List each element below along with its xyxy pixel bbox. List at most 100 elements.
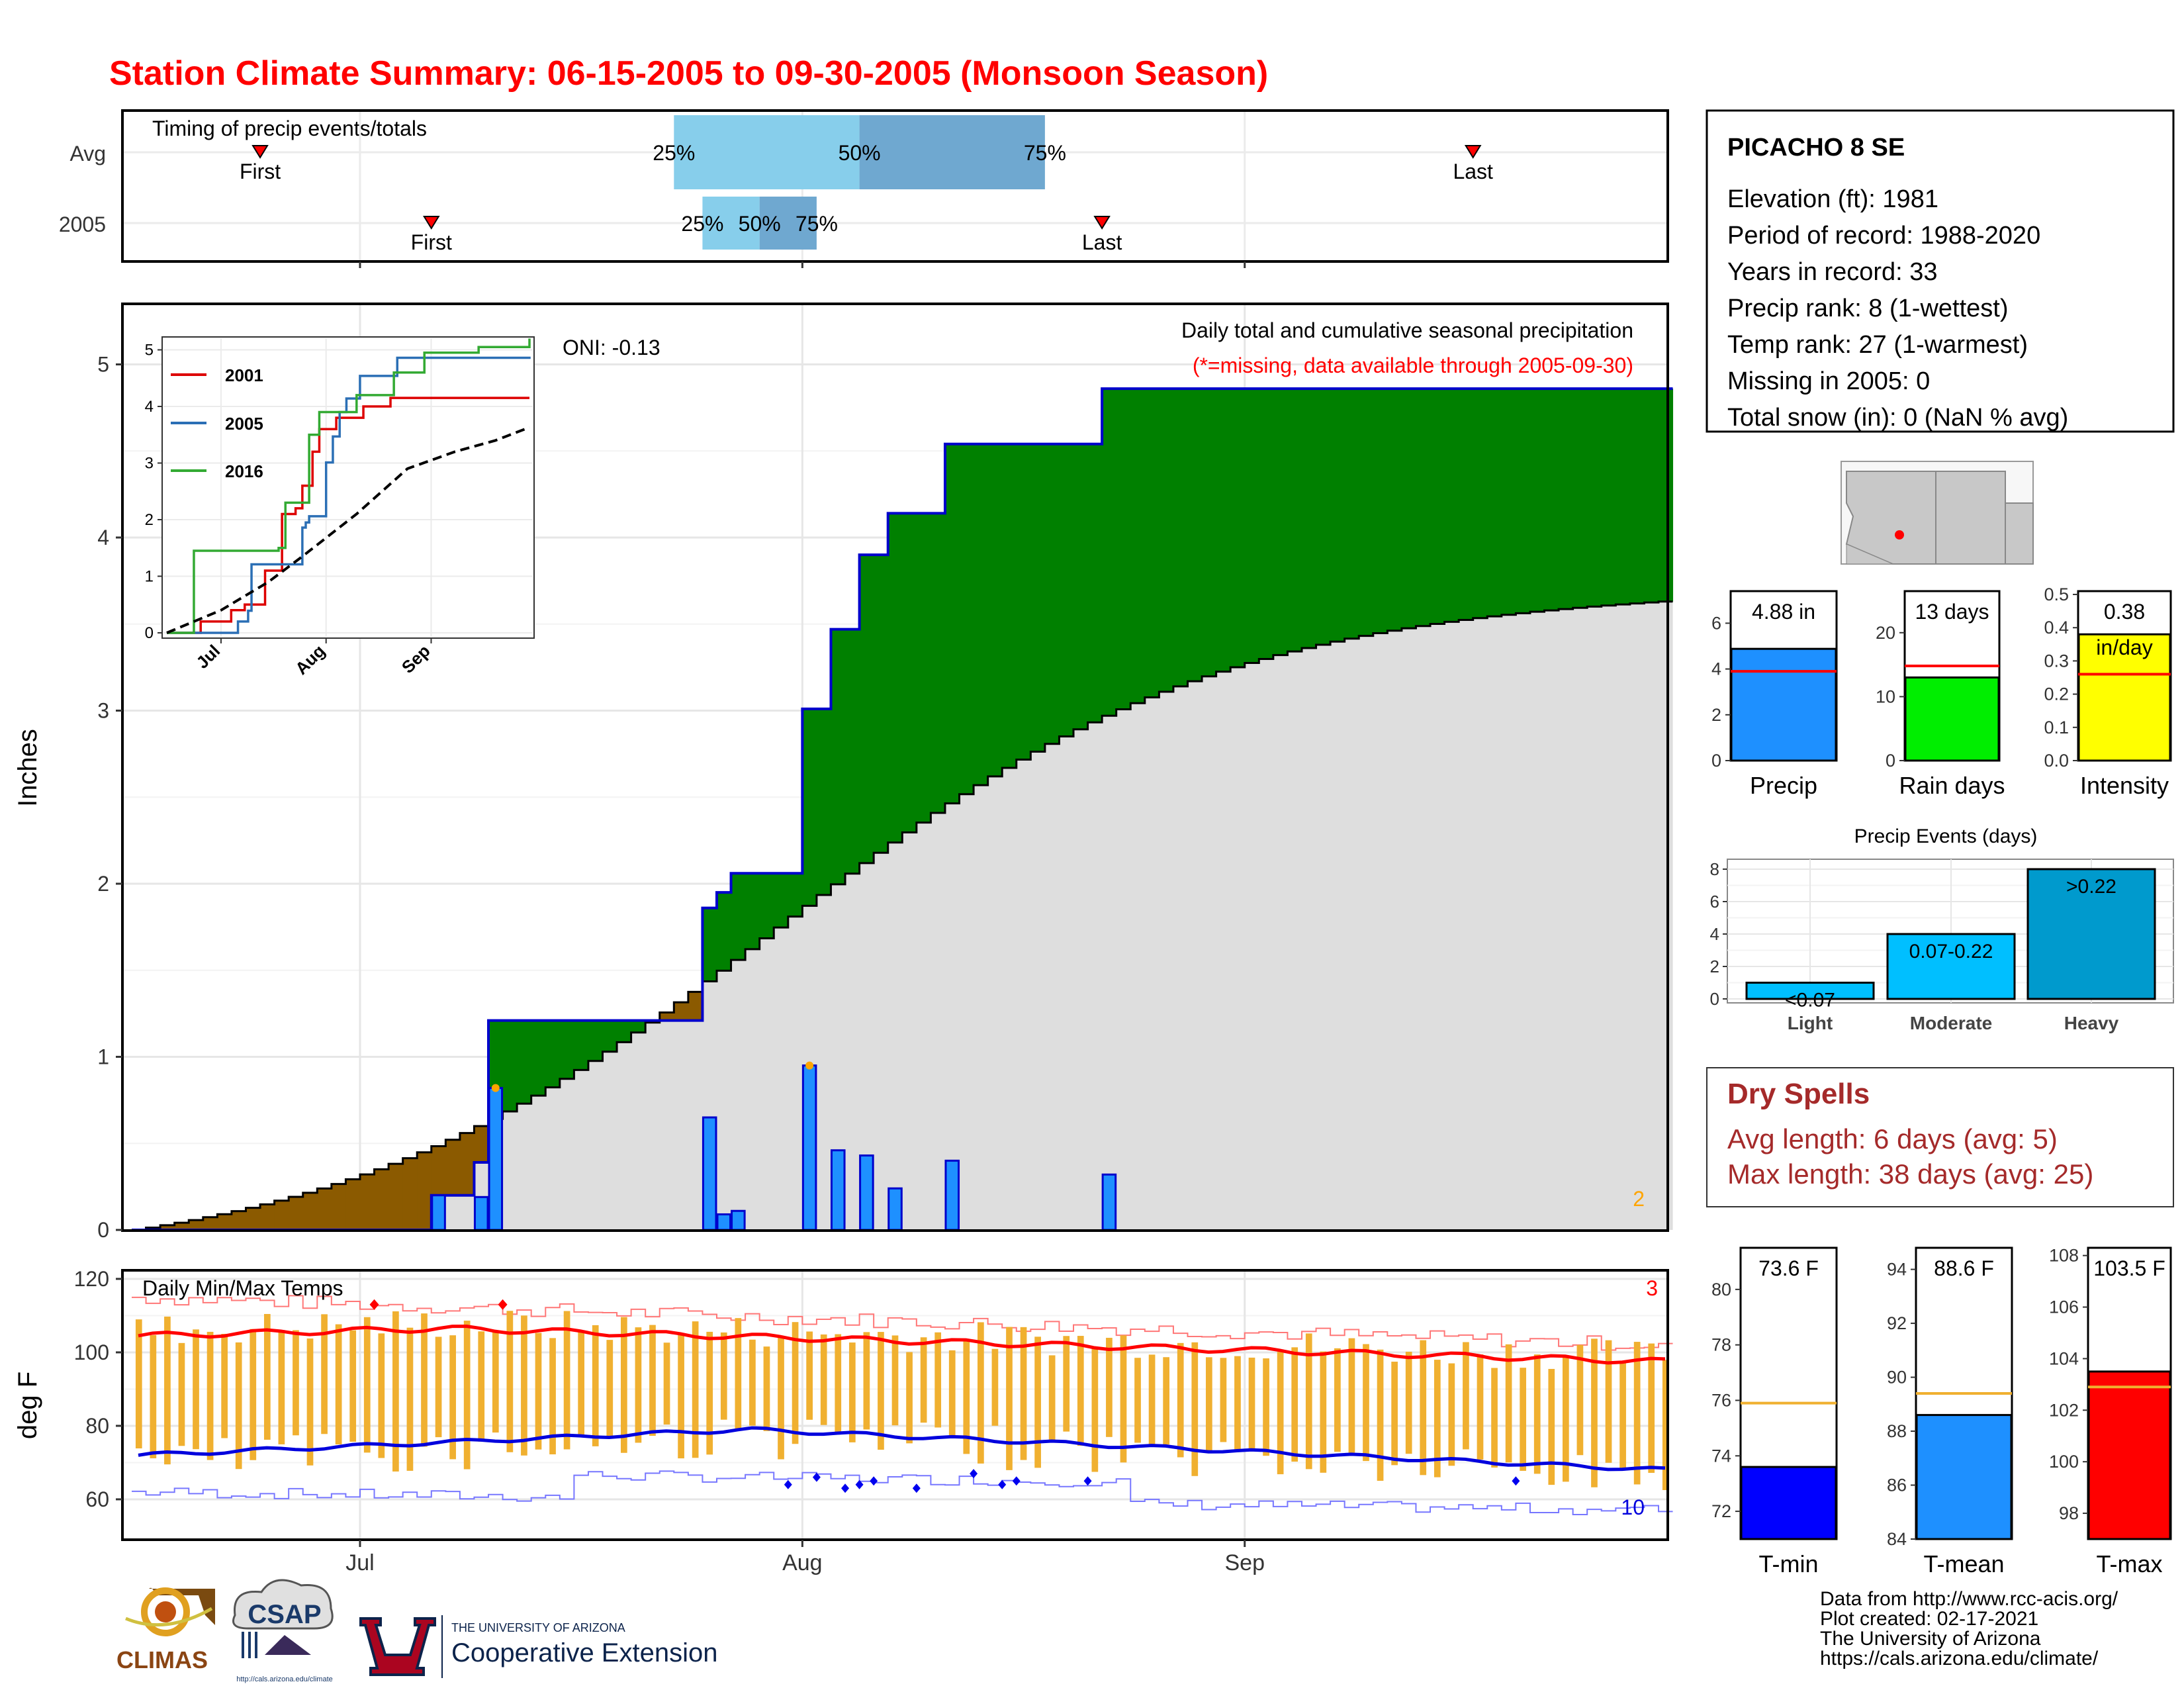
timing-panel: Timing of precip events/totals 25% 50% 75%… (59, 109, 1669, 268)
surplus-segment (1273, 389, 1288, 655)
surplus-segment (574, 1020, 589, 1070)
extreme-precip-marker (805, 1061, 814, 1070)
daily-temp-range-bar (735, 1318, 742, 1430)
inset-y-tick-label: 3 (145, 455, 154, 473)
new-mexico-shape (1935, 471, 2006, 565)
deficit-segment (289, 1196, 304, 1230)
inset-frame (161, 336, 535, 639)
surplus-segment (774, 873, 789, 928)
daily-temp-range-bar (1048, 1355, 1056, 1442)
surplus-segment (802, 708, 817, 906)
station-name: PICACHO 8 SE (1727, 134, 1905, 162)
daily-temp-range-bar (1163, 1357, 1170, 1445)
precip-panel-frame (121, 303, 1669, 1232)
inset-legend-2016: 2016 (225, 461, 263, 481)
daily-temp-range-bar (1006, 1327, 1013, 1470)
daily-temp-range-bar (1205, 1357, 1212, 1451)
rain-days-summary-category-label: Rain days (1899, 772, 2005, 799)
daily-temp-range-bar (991, 1348, 999, 1426)
daily-temp-range-bar (435, 1336, 442, 1438)
record-low-marker (841, 1483, 850, 1493)
daily-temp-range-bar (1576, 1344, 1584, 1456)
precip-panel: 0 1 2 3 4 5 Inches ONI: -0.13 Daily total and… (13, 303, 1674, 1242)
surplus-segment (702, 908, 717, 982)
precip-summary-y-tick-label: 2 (1711, 705, 1721, 725)
surplus-segment (1644, 389, 1659, 603)
surplus-segment (845, 629, 860, 874)
timing-bar-q1 (674, 115, 860, 189)
surplus-segment (1187, 389, 1203, 682)
daily-temp-range-bar (1220, 1358, 1227, 1442)
deficit-segment (231, 1211, 246, 1230)
tmean-summary-y-tick-label: 90 (1887, 1368, 1907, 1387)
surplus-segment (1316, 389, 1331, 645)
tmin-summary-bar (1740, 1466, 1837, 1540)
tmin-summary-y-tick-label: 72 (1711, 1501, 1731, 1521)
daily-temp-range-bar (135, 1319, 142, 1449)
daily-temp-range-bar (506, 1311, 514, 1452)
surplus-segment (831, 629, 846, 884)
surplus-segment (1373, 389, 1388, 633)
daily-temp-range-bar (1591, 1338, 1598, 1487)
month-x-tick-label: Aug (782, 1550, 823, 1575)
surplus-segment (902, 513, 917, 833)
events-category-label: Light (1788, 1013, 1833, 1033)
daily-precip-bar (702, 1116, 717, 1231)
daily-temp-range-bar (1662, 1360, 1669, 1491)
intensity-summary-y-tick-label: 0.2 (2044, 684, 2069, 704)
daily-temp-range-bar (592, 1325, 599, 1446)
surplus-segment (1544, 389, 1559, 611)
daily-temp-range-bar (1605, 1340, 1612, 1463)
timing-row-label-avg: Avg (69, 142, 106, 165)
tmax-summary-bar (2087, 1370, 2171, 1540)
surplus-segment (1301, 389, 1317, 648)
precip-y-tick-label: 1 (97, 1045, 109, 1069)
station-line-elevation: Elevation (ft): 1981 (1727, 185, 1938, 213)
daily-precip-bar (830, 1149, 846, 1231)
daily-temp-range-bar (521, 1315, 527, 1456)
surplus-segment (731, 873, 746, 961)
surplus-segment (531, 1020, 546, 1096)
record-low-marker (912, 1483, 921, 1493)
daily-temp-range-bar (749, 1339, 756, 1426)
precip-corner-count: 2 (1633, 1187, 1645, 1211)
avg-max-temp-line (138, 1325, 1666, 1365)
temp-panel: 60 80 100 120 deg F Daily Min/Max Temps 3 1… (13, 1267, 1673, 1575)
timing-p25-label: 25% (653, 141, 695, 165)
surplus-segment (1473, 389, 1488, 618)
record-low-marker (1083, 1476, 1092, 1486)
precip-y-tick-label: 4 (97, 526, 109, 549)
footer: Data from http://www.rcc-acis.org/ Plot … (116, 1579, 2118, 1683)
daily-temp-range-bar (1177, 1342, 1184, 1458)
daily-temp-range-bar (406, 1327, 414, 1471)
precip-summary-y-tick-label: 6 (1711, 613, 1721, 633)
events-y-tick-label: 2 (1710, 957, 1719, 976)
daily-temp-range-bar (1348, 1338, 1355, 1453)
daily-temp-range-bar (863, 1332, 870, 1430)
csap-logo-text: CSAP (248, 1600, 321, 1629)
footer-plot-created: Plot created: 02-17-2021 (1820, 1608, 2038, 1630)
tmean-summary-y-tick-label: 84 (1887, 1529, 1907, 1549)
inset-y-tick-label: 1 (145, 568, 154, 586)
events-bar-heavy (2026, 868, 2156, 1000)
inset-series-2005 (167, 356, 531, 634)
surplus-segment (931, 513, 946, 813)
daily-temp-range-bar (663, 1342, 670, 1425)
temp-y-tick-label: 60 (85, 1487, 109, 1511)
dry-spells-title: Dry Spells (1727, 1078, 1870, 1110)
precip-y-tick-label: 5 (97, 353, 109, 377)
daily-temp-range-bar (1234, 1356, 1241, 1451)
daily-temp-range-bar (178, 1342, 185, 1446)
timing-p50-label: 50% (739, 212, 781, 236)
surplus-segment (1344, 389, 1359, 639)
daily-temp-range-bar (1520, 1368, 1527, 1471)
tmax-summary-y-tick-label: 98 (2059, 1503, 2079, 1523)
surplus-segment (1330, 389, 1345, 642)
daily-temp-range-bar (1134, 1358, 1141, 1443)
surplus-segment (1601, 389, 1616, 606)
daily-temp-range-bar (978, 1322, 984, 1464)
surplus-segment (1629, 389, 1645, 604)
precip-y-axis-label: Inches (13, 729, 42, 807)
